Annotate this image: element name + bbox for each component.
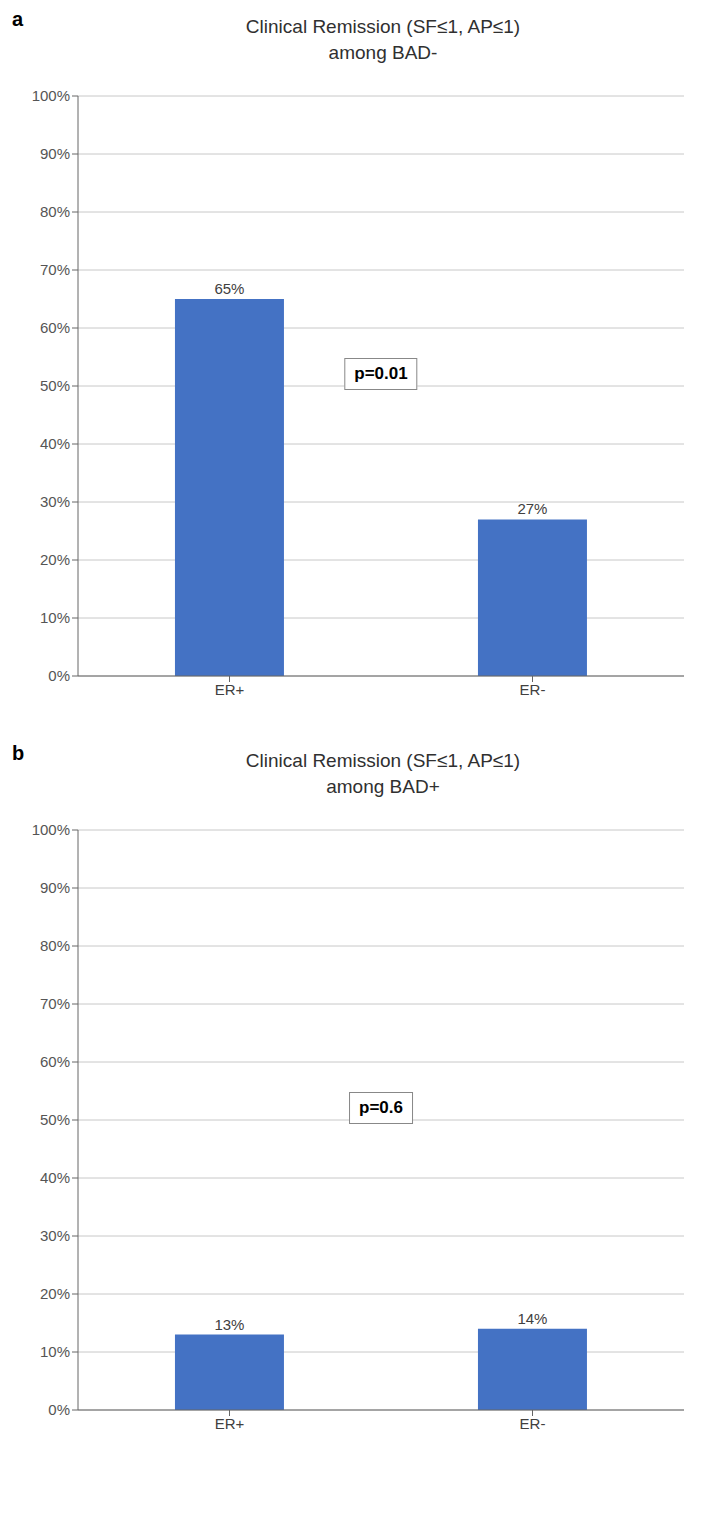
svg-text:100%: 100% bbox=[32, 821, 70, 838]
svg-text:90%: 90% bbox=[40, 145, 70, 162]
svg-text:50%: 50% bbox=[40, 377, 70, 394]
html-text:among BAD-: among BAD- bbox=[328, 42, 438, 63]
svg-text:60%: 60% bbox=[40, 1053, 70, 1070]
html-text:among BAD+: among BAD+ bbox=[326, 776, 440, 797]
svg-text:50%: 50% bbox=[40, 1111, 70, 1128]
svg-text:40%: 40% bbox=[40, 435, 70, 452]
svg-text:80%: 80% bbox=[40, 937, 70, 954]
html-text:Clinical Remission (SF≤1, AP≤1: Clinical Remission (SF≤1, AP≤1) bbox=[245, 750, 521, 771]
svg-text:30%: 30% bbox=[40, 1227, 70, 1244]
svg-text:14%: 14% bbox=[517, 1310, 547, 1327]
svg-text:13%: 13% bbox=[214, 1316, 244, 1333]
svg-text:65%: 65% bbox=[214, 280, 244, 297]
html-text:p=0.6: p=0.6 bbox=[359, 1098, 403, 1118]
html-text:a: a bbox=[12, 8, 24, 30]
svg-text:90%: 90% bbox=[40, 879, 70, 896]
html-text:Clinical Remission (SF≤1, AP≤1: Clinical Remission (SF≤1, AP≤1) bbox=[245, 16, 521, 37]
svg-text:ER+: ER+ bbox=[215, 1415, 245, 1432]
svg-text:10%: 10% bbox=[40, 609, 70, 626]
svg-text:30%: 30% bbox=[40, 493, 70, 510]
svg-text:100%: 100% bbox=[32, 87, 70, 104]
html-text:p=0.01: p=0.01 bbox=[354, 364, 408, 384]
svg-text:ER-: ER- bbox=[520, 1415, 546, 1432]
svg-text:ER-: ER- bbox=[520, 681, 546, 698]
svg-text:0%: 0% bbox=[48, 1401, 70, 1418]
svg-text:70%: 70% bbox=[40, 995, 70, 1012]
svg-text:27%: 27% bbox=[517, 500, 547, 517]
svg-text:70%: 70% bbox=[40, 261, 70, 278]
svg-text:ER+: ER+ bbox=[215, 681, 245, 698]
svg-text:40%: 40% bbox=[40, 1169, 70, 1186]
svg-text:60%: 60% bbox=[40, 319, 70, 336]
svg-text:80%: 80% bbox=[40, 203, 70, 220]
svg-text:20%: 20% bbox=[40, 551, 70, 568]
svg-text:0%: 0% bbox=[48, 667, 70, 684]
svg-text:20%: 20% bbox=[40, 1285, 70, 1302]
html-text:b: b bbox=[12, 742, 25, 764]
svg-text:10%: 10% bbox=[40, 1343, 70, 1360]
